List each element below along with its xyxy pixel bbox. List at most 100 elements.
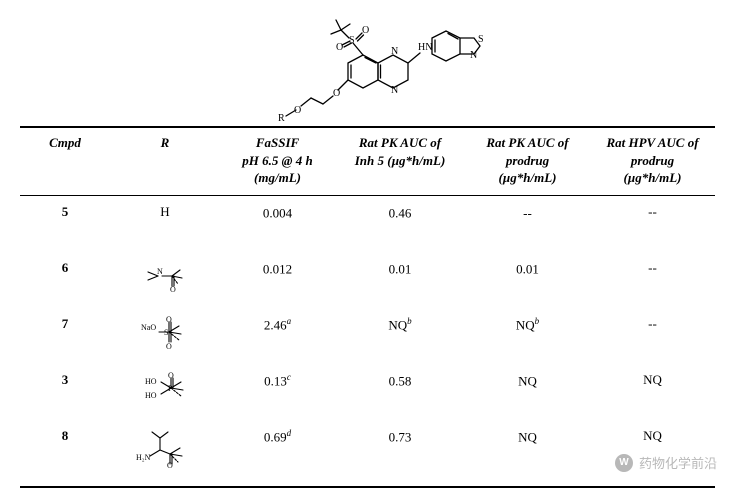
cell-cmpd: 8	[20, 420, 110, 487]
auc-inh-value: 0.01	[389, 261, 412, 276]
table-row: 8 H₂N O 0.69d 0.73 NQNQ	[20, 420, 715, 487]
auc-pro-value: --	[523, 205, 532, 220]
label-hn: HN	[418, 42, 432, 53]
svg-text:O: O	[166, 342, 172, 351]
table-row: 7NaOOOS2.46aNQbNQb--	[20, 308, 715, 364]
fassif-sup: a	[287, 316, 292, 326]
auc-inh-value: 0.73	[389, 429, 412, 444]
cell-hpv: --	[590, 252, 715, 308]
cell-hpv: NQ	[590, 364, 715, 420]
label-s1: S	[349, 35, 355, 46]
col-fassif: FaSSIF pH 6.5 @ 4 h (mg/mL)	[220, 127, 335, 195]
svg-text:O: O	[167, 461, 173, 468]
cell-r: NO	[110, 252, 220, 308]
cell-hpv: --	[590, 308, 715, 364]
hpv-l2: prodrug	[631, 153, 674, 168]
svg-text:O: O	[170, 285, 176, 294]
svg-text:O: O	[166, 316, 172, 324]
cell-auc-pro: NQ	[465, 420, 590, 487]
fassif-value: 0.69	[264, 429, 287, 444]
fassif-l2: pH 6.5 @ 4 h	[242, 153, 312, 168]
label-o4: O	[294, 105, 301, 116]
auc-inh-l2: Inh 5 (µg*h/mL)	[355, 153, 446, 168]
col-cmpd: Cmpd	[20, 127, 110, 195]
cell-auc-inh: 0.58	[335, 364, 465, 420]
auc-pro-value: NQ	[516, 317, 535, 332]
svg-text:S: S	[164, 328, 168, 337]
table-row: 5H 0.004 0.46 -- --	[20, 195, 715, 252]
cell-hpv: --	[590, 195, 715, 252]
cell-cmpd: 5	[20, 195, 110, 252]
fassif-l3: (mg/mL)	[254, 170, 301, 185]
cell-hpv: NQ	[590, 420, 715, 487]
auc-inh-value: 0.58	[389, 373, 412, 388]
hpv-l1: Rat HPV AUC of	[606, 135, 698, 150]
table-row: 6NO0.0120.010.01--	[20, 252, 715, 308]
cell-r: H₂N O	[110, 420, 220, 487]
table-row: 3 HO HO OP 0.13c 0.58 NQ NQ	[20, 364, 715, 420]
r-structure: HO HO OP	[114, 372, 216, 412]
cell-auc-pro: NQb	[465, 308, 590, 364]
auc-inh-value: NQ	[388, 317, 407, 332]
col-hpv: Rat HPV AUC of prodrug (µg*h/mL)	[590, 127, 715, 195]
auc-pro-sup: b	[535, 316, 540, 326]
auc-inh-sup: b	[407, 316, 412, 326]
fassif-value: 0.012	[263, 261, 292, 276]
svg-text:HO: HO	[145, 377, 157, 386]
fassif-value: 0.004	[263, 205, 292, 220]
cell-auc-inh: 0.01	[335, 252, 465, 308]
r-structure: NO	[114, 260, 216, 300]
header-row: Cmpd R FaSSIF pH 6.5 @ 4 h (mg/mL) Rat P…	[20, 127, 715, 195]
fassif-l1: FaSSIF	[256, 135, 299, 150]
r-structure: H	[114, 204, 216, 244]
label-n1: N	[391, 46, 398, 57]
label-n2: N	[391, 85, 398, 96]
core-structure: HN N N N S S O O O O R	[0, 0, 735, 126]
cell-auc-inh: 0.73	[335, 420, 465, 487]
r-structure: H₂N O	[114, 428, 216, 468]
cell-fassif: 0.004	[220, 195, 335, 252]
label-o1: O	[362, 25, 369, 36]
label-o2: O	[336, 42, 343, 53]
auc-pro-value: NQ	[518, 373, 537, 388]
r-structure: NaO O OS	[114, 316, 216, 356]
auc-pro-l3: (µg*h/mL)	[498, 170, 556, 185]
col-auc-inh: Rat PK AUC of Inh 5 (µg*h/mL)	[335, 127, 465, 195]
auc-inh-value: 0.46	[389, 205, 412, 220]
cell-fassif: 0.13c	[220, 364, 335, 420]
svg-text:NaO: NaO	[141, 323, 156, 332]
label-n3: N	[470, 50, 477, 61]
svg-text:P: P	[168, 384, 173, 393]
cell-r: NaO O OS	[110, 308, 220, 364]
auc-pro-l2: prodrug	[506, 153, 549, 168]
cell-fassif: 0.012	[220, 252, 335, 308]
cell-fassif: 0.69d	[220, 420, 335, 487]
cell-cmpd: 6	[20, 252, 110, 308]
svg-text:H₂N: H₂N	[136, 453, 151, 462]
fassif-sup: c	[287, 372, 291, 382]
cell-r: H	[110, 195, 220, 252]
cell-auc-pro: 0.01	[465, 252, 590, 308]
label-s2: S	[478, 34, 484, 45]
auc-pro-value: 0.01	[516, 261, 539, 276]
cell-cmpd: 3	[20, 364, 110, 420]
svg-text:N: N	[157, 267, 163, 276]
cell-cmpd: 7	[20, 308, 110, 364]
fassif-sup: d	[287, 428, 292, 438]
cell-auc-inh: 0.46	[335, 195, 465, 252]
prodrug-table: Cmpd R FaSSIF pH 6.5 @ 4 h (mg/mL) Rat P…	[20, 126, 715, 488]
cell-auc-pro: NQ	[465, 364, 590, 420]
svg-text:HO: HO	[145, 391, 157, 400]
cell-fassif: 2.46a	[220, 308, 335, 364]
cell-r: HO HO OP	[110, 364, 220, 420]
svg-text:O: O	[168, 372, 174, 380]
col-r: R	[110, 127, 220, 195]
cell-auc-inh: NQb	[335, 308, 465, 364]
cell-auc-pro: --	[465, 195, 590, 252]
label-o3: O	[333, 88, 340, 99]
fassif-value: 2.46	[264, 317, 287, 332]
auc-inh-l1: Rat PK AUC of	[359, 135, 441, 150]
fassif-value: 0.13	[264, 373, 287, 388]
col-auc-pro: Rat PK AUC of prodrug (µg*h/mL)	[465, 127, 590, 195]
auc-pro-l1: Rat PK AUC of	[486, 135, 568, 150]
